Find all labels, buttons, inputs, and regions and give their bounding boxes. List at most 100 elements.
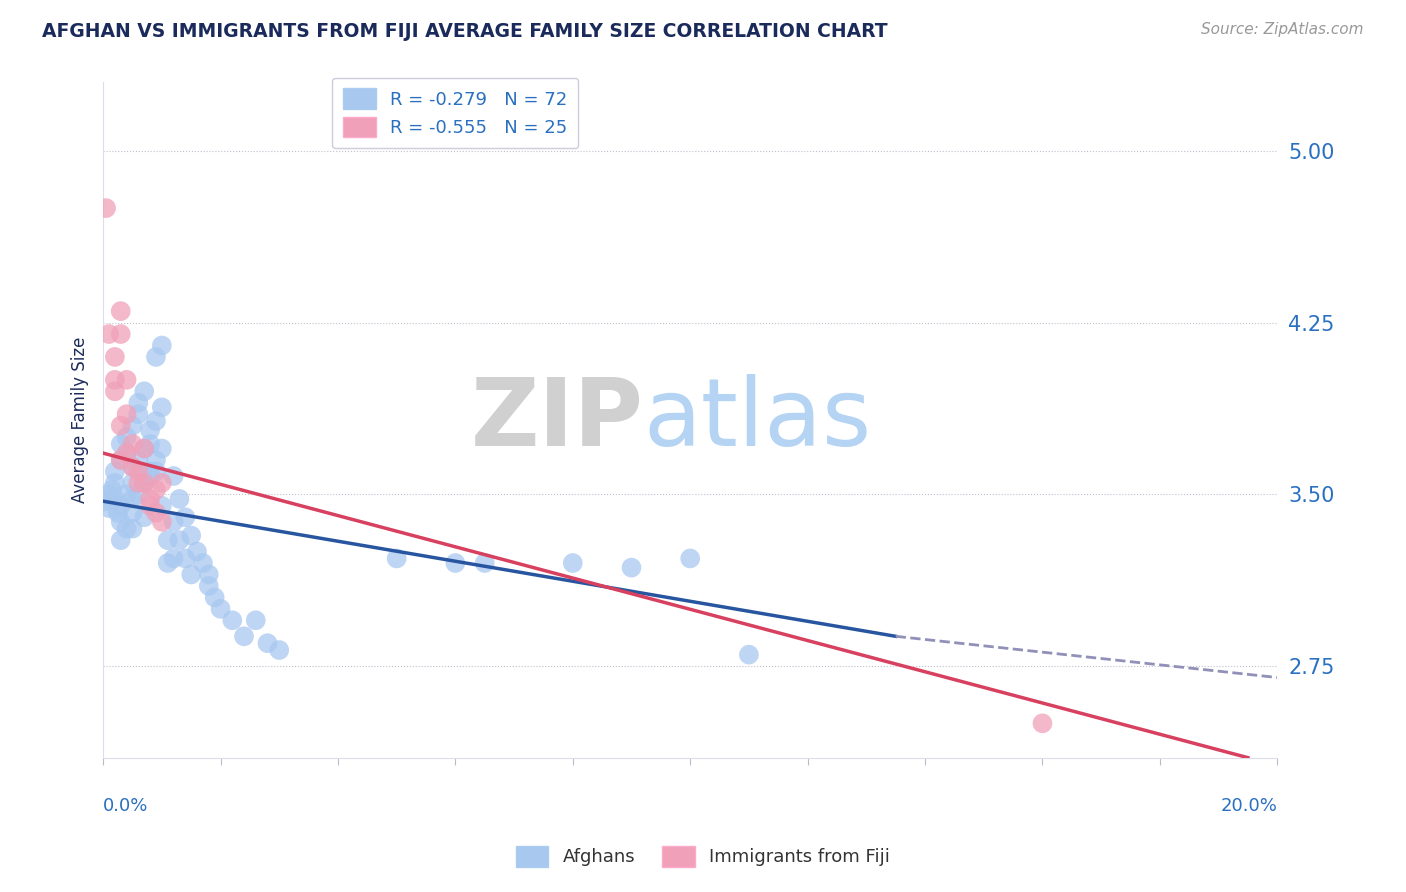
Point <box>110 326 132 341</box>
Point <box>169 533 191 548</box>
Point <box>198 567 221 582</box>
Point <box>127 395 149 409</box>
Point <box>94 494 117 508</box>
Point <box>104 475 127 490</box>
Point <box>186 544 208 558</box>
Point <box>134 442 156 456</box>
Point <box>104 465 127 479</box>
Point <box>127 475 149 490</box>
Point <box>127 407 149 421</box>
Point <box>162 551 184 566</box>
Text: Source: ZipAtlas.com: Source: ZipAtlas.com <box>1201 22 1364 37</box>
Point <box>104 491 127 506</box>
Point <box>134 510 156 524</box>
Point <box>107 506 129 520</box>
Text: ZIP: ZIP <box>471 374 643 466</box>
Point <box>150 515 173 529</box>
Point <box>110 533 132 548</box>
Point <box>115 407 138 421</box>
Point <box>121 459 143 474</box>
Point <box>679 551 702 566</box>
Point <box>121 437 143 451</box>
Point <box>115 446 138 460</box>
Point <box>139 499 162 513</box>
Point <box>174 510 197 524</box>
Text: AFGHAN VS IMMIGRANTS FROM FIJI AVERAGE FAMILY SIZE CORRELATION CHART: AFGHAN VS IMMIGRANTS FROM FIJI AVERAGE F… <box>42 22 887 41</box>
Legend: R = -0.279   N = 72, R = -0.555   N = 25: R = -0.279 N = 72, R = -0.555 N = 25 <box>332 78 578 148</box>
Point <box>180 528 202 542</box>
Point <box>180 567 202 582</box>
Point <box>145 465 167 479</box>
Point <box>104 384 127 399</box>
Point <box>162 515 184 529</box>
Point <box>110 499 132 513</box>
Point <box>127 487 149 501</box>
Legend: Afghans, Immigrants from Fiji: Afghans, Immigrants from Fiji <box>509 838 897 874</box>
Point <box>121 506 143 520</box>
Point <box>121 491 143 506</box>
Point <box>150 338 173 352</box>
Point <box>134 384 156 399</box>
Point <box>150 475 173 490</box>
Point <box>121 418 143 433</box>
Point <box>94 201 117 215</box>
Point <box>620 560 643 574</box>
Point <box>139 491 162 506</box>
Point <box>134 475 156 490</box>
Point <box>121 522 143 536</box>
Point <box>115 446 138 460</box>
Y-axis label: Average Family Size: Average Family Size <box>72 336 89 503</box>
Point <box>98 501 121 516</box>
Point <box>110 437 132 451</box>
Point <box>245 613 267 627</box>
Point <box>738 648 761 662</box>
Point <box>191 556 214 570</box>
Point <box>127 465 149 479</box>
Point <box>115 373 138 387</box>
Point <box>104 350 127 364</box>
Point <box>561 556 583 570</box>
Point <box>174 551 197 566</box>
Point <box>139 469 162 483</box>
Point <box>115 522 138 536</box>
Point <box>269 643 291 657</box>
Point <box>139 437 162 451</box>
Point <box>104 373 127 387</box>
Point <box>1031 716 1053 731</box>
Point <box>98 326 121 341</box>
Point <box>256 636 278 650</box>
Point <box>139 465 162 479</box>
Point <box>162 469 184 483</box>
Text: 0.0%: 0.0% <box>103 797 149 814</box>
Point <box>209 602 232 616</box>
Point <box>110 418 132 433</box>
Point <box>139 423 162 437</box>
Point <box>110 304 132 318</box>
Point <box>233 629 256 643</box>
Point <box>150 442 173 456</box>
Point <box>169 491 191 506</box>
Point <box>150 499 173 513</box>
Point <box>150 401 173 415</box>
Point <box>101 483 124 497</box>
Point <box>145 483 167 497</box>
Point <box>156 556 179 570</box>
Point <box>115 487 138 501</box>
Point <box>145 350 167 364</box>
Text: atlas: atlas <box>643 374 872 466</box>
Point <box>444 556 467 570</box>
Point <box>134 442 156 456</box>
Point <box>110 515 132 529</box>
Point <box>98 487 121 501</box>
Point <box>145 414 167 428</box>
Point <box>110 453 132 467</box>
Point <box>385 551 408 566</box>
Point <box>156 533 179 548</box>
Point <box>121 459 143 474</box>
Point <box>198 579 221 593</box>
Point <box>134 475 156 490</box>
Point <box>145 506 167 520</box>
Text: 20.0%: 20.0% <box>1220 797 1277 814</box>
Point <box>474 556 496 570</box>
Point <box>121 475 143 490</box>
